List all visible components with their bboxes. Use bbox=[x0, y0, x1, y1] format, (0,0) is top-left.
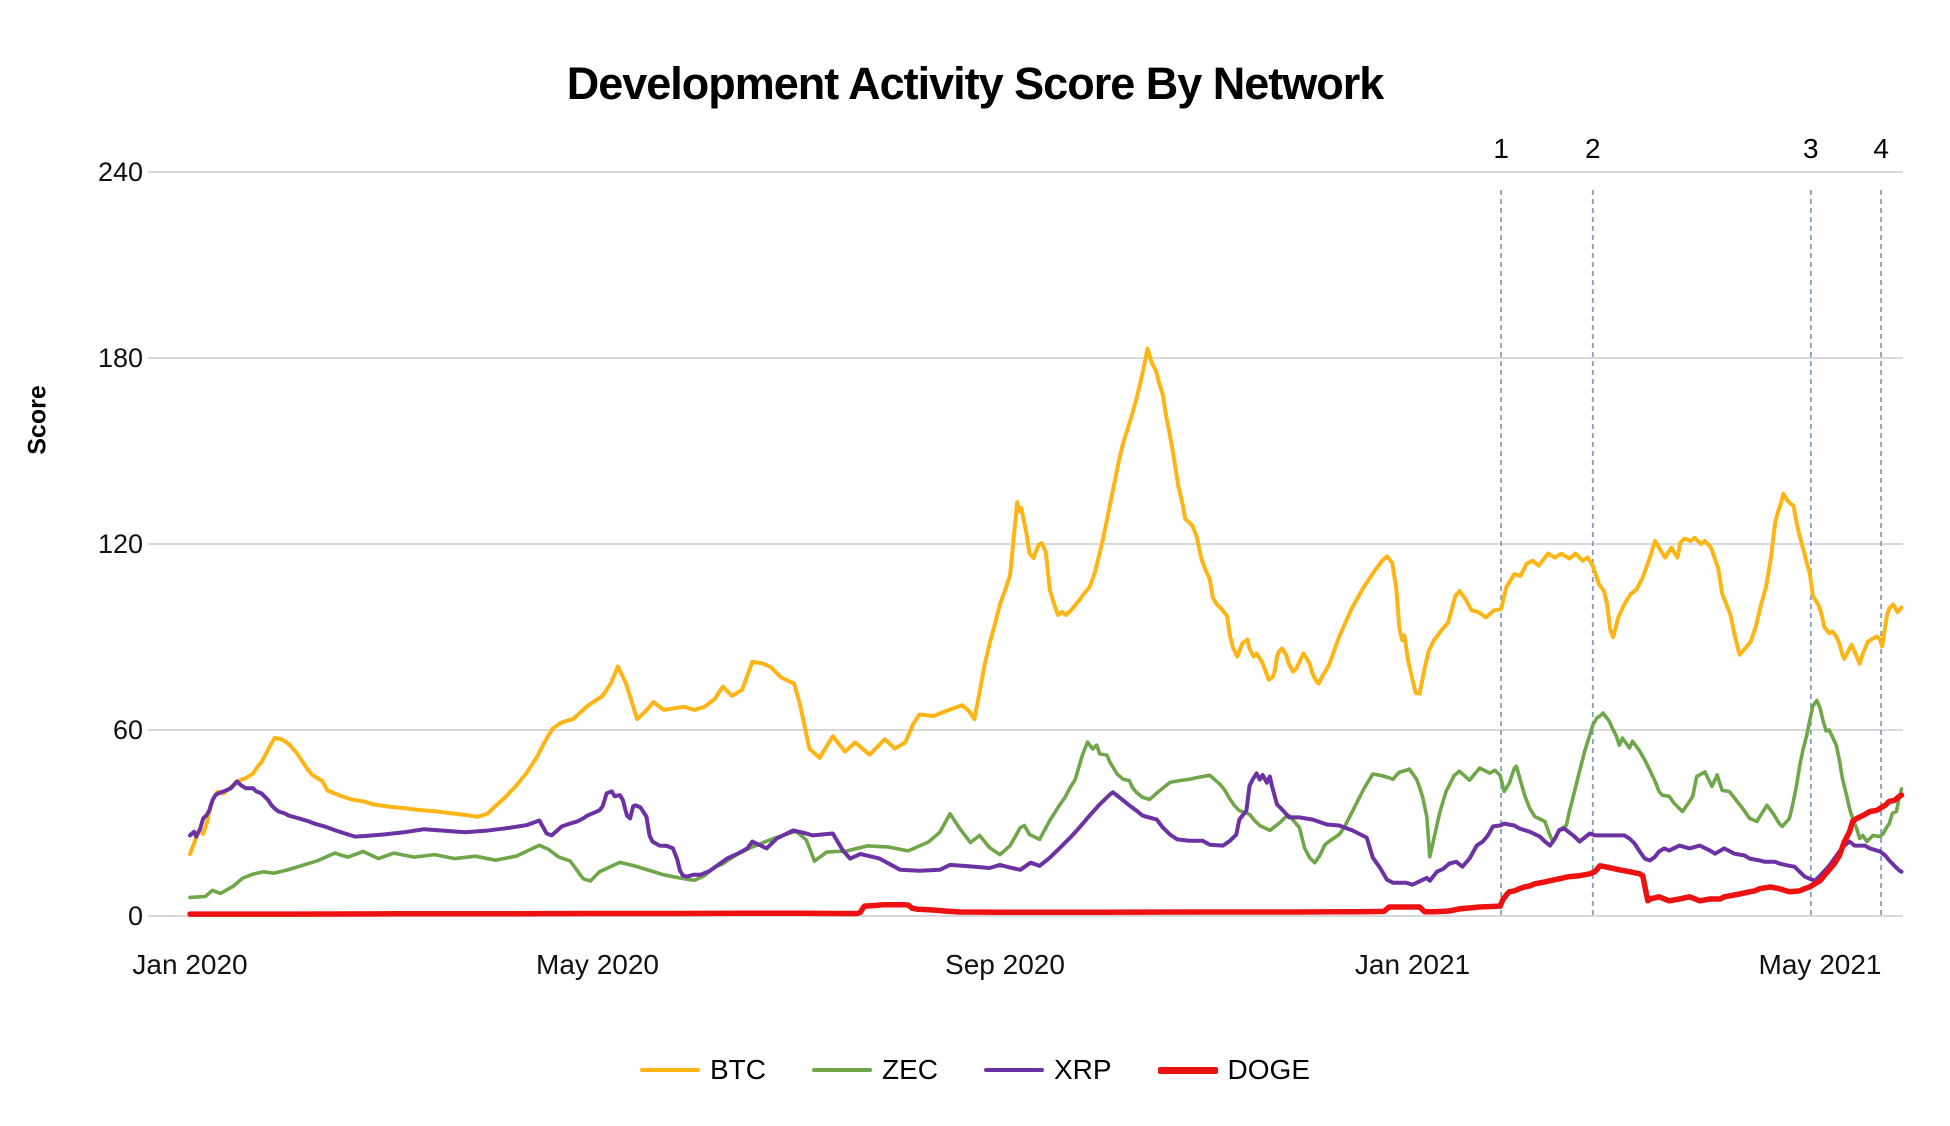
y-tick-label: 240 bbox=[98, 157, 143, 187]
legend-swatch-doge bbox=[1157, 1066, 1218, 1074]
y-tick-label: 60 bbox=[113, 715, 143, 745]
legend-label-doge: DOGE bbox=[1227, 1054, 1311, 1085]
legend-item-doge: DOGE bbox=[1157, 1054, 1311, 1086]
y-tick-label: 180 bbox=[98, 343, 143, 373]
legend: BTC ZEC XRP DOGE bbox=[0, 1054, 1950, 1086]
series-line-doge bbox=[187, 792, 1905, 917]
legend-item-zec: ZEC bbox=[811, 1054, 938, 1086]
event-marker-label-1: 1 bbox=[1493, 133, 1509, 164]
legend-item-xrp: XRP bbox=[983, 1054, 1112, 1086]
legend-swatch-zec bbox=[811, 1067, 872, 1073]
series-line-xrp bbox=[188, 771, 1904, 887]
event-marker-label-2: 2 bbox=[1585, 133, 1601, 164]
legend-label-zec: ZEC bbox=[881, 1054, 938, 1085]
legend-swatch-btc bbox=[639, 1067, 700, 1073]
legend-swatch-xrp bbox=[983, 1067, 1044, 1073]
chart-title: Development Activity Score By Network bbox=[566, 58, 1385, 110]
legend-label-xrp: XRP bbox=[1053, 1054, 1112, 1085]
y-tick-label: 120 bbox=[98, 529, 143, 559]
event-marker-label-3: 3 bbox=[1803, 133, 1819, 164]
legend-label-btc: BTC bbox=[709, 1054, 766, 1085]
y-tick-label: 0 bbox=[128, 901, 143, 931]
x-tick-label: Sep 2020 bbox=[945, 949, 1065, 980]
x-tick-label: Jan 2021 bbox=[1355, 949, 1470, 980]
x-tick-label: May 2020 bbox=[536, 949, 659, 980]
event-marker-label-4: 4 bbox=[1873, 133, 1889, 164]
series-line-btc bbox=[188, 346, 1904, 856]
legend-item-btc: BTC bbox=[639, 1054, 766, 1086]
x-tick-label: May 2021 bbox=[1759, 949, 1882, 980]
x-tick-label: Jan 2020 bbox=[132, 949, 247, 980]
